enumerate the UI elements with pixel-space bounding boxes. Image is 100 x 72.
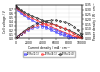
X-axis label: Current density / mA · cm⁻²: Current density / mA · cm⁻²	[28, 46, 70, 50]
Legend: Pt-Ru(1:1), Pt-Ru(4:1), Pt-Ru(1:4): Pt-Ru(1:1), Pt-Ru(4:1), Pt-Ru(1:4)	[23, 51, 75, 57]
Y-axis label: Power density / W · cm⁻²: Power density / W · cm⁻²	[92, 3, 96, 40]
Y-axis label: Cell voltage / V: Cell voltage / V	[4, 10, 8, 33]
